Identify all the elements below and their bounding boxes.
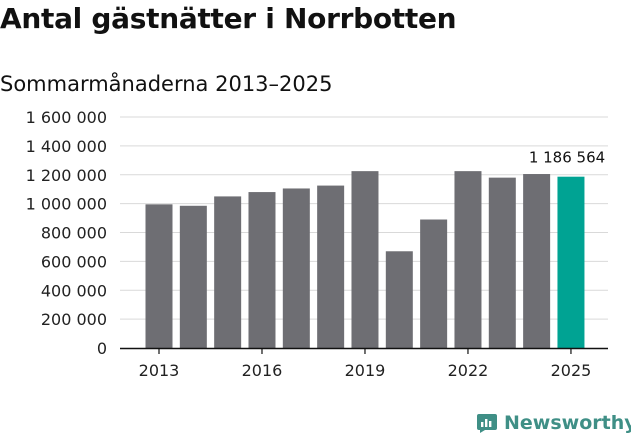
bar-2024 <box>523 174 551 348</box>
x-tick-label: 2019 <box>345 361 386 380</box>
y-tick-label: 1 200 000 <box>26 166 107 185</box>
bar-chart: 0 200 000 400 000 600 000 800 000 1 000 000 1 … <box>26 108 608 380</box>
bar-2018 <box>317 185 345 348</box>
y-tick-label: 600 000 <box>41 252 107 271</box>
y-tick-label: 1 600 000 <box>26 108 107 127</box>
x-tick-label: 2016 <box>242 361 283 380</box>
bar-2022 <box>454 171 482 348</box>
chart-subtitle: Sommarmånaderna 2013–2025 <box>0 72 333 96</box>
chart-title: Antal gästnätter i Norrbotten <box>0 2 457 35</box>
x-tick-label: 2025 <box>551 361 592 380</box>
bar-2014 <box>179 205 207 348</box>
x-tick-label: 2013 <box>139 361 180 380</box>
bar-2023 <box>488 177 516 348</box>
bar-2025 <box>557 176 585 348</box>
y-tick-label: 1 400 000 <box>26 137 107 156</box>
y-tick-label: 400 000 <box>41 281 107 300</box>
newsworthy-logo-text: Newsworthy <box>504 412 631 434</box>
bar-2021 <box>420 219 448 348</box>
data-label: 1 186 564 <box>529 149 605 167</box>
bar-2020 <box>385 251 413 348</box>
x-tick-label: 2022 <box>448 361 489 380</box>
bar-2016 <box>248 192 276 348</box>
y-tick-label: 200 000 <box>41 310 107 329</box>
y-tick-label: 800 000 <box>41 224 107 243</box>
bar-2017 <box>282 188 310 348</box>
bar-2013 <box>145 204 173 348</box>
y-tick-label: 1 000 000 <box>26 195 107 214</box>
newsworthy-logo-icon <box>477 414 497 433</box>
bar-2019 <box>351 171 379 348</box>
newsworthy-logo: Newsworthy <box>476 409 631 437</box>
y-tick-label: 0 <box>97 339 107 358</box>
bar-2015 <box>214 196 242 348</box>
